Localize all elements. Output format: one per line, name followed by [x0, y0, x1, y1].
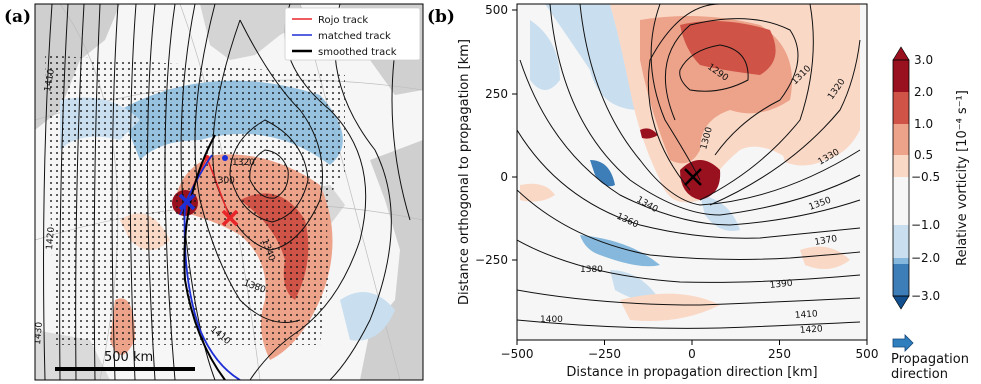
- contours-a: [43, 4, 411, 380]
- contour-label-a4: 1320: [232, 158, 255, 168]
- land-mass-n: [200, 4, 310, 60]
- legend-item-smoothed: smoothed track: [318, 47, 397, 58]
- cbar-tick-7: −2.0: [911, 251, 940, 265]
- vort-negative-se: [340, 292, 395, 341]
- contour-label-a5: 1300: [212, 176, 235, 186]
- propagation-label-line2: direction: [891, 367, 948, 382]
- vort-b-neg-3: [590, 160, 615, 187]
- legend-item-matched: matched track: [318, 31, 391, 42]
- vort-b-pos-w2: [780, 144, 825, 166]
- contour-label-b12: 1400: [540, 315, 563, 325]
- contour-label-b11: 1390: [769, 279, 793, 291]
- vort-b-pos-w1: [520, 183, 555, 202]
- contour-label-b13: 1410: [795, 309, 819, 321]
- y-tick-3: 0: [500, 170, 508, 184]
- y-tick-1: 500: [485, 3, 508, 17]
- vort-b-pos-w3: [620, 293, 720, 321]
- rojo-track-segment: [206, 157, 231, 219]
- x-axis-label: Distance in propagation direction [km]: [566, 365, 817, 380]
- vort-b-neg-1: [530, 20, 560, 90]
- center-x-marker: [684, 168, 702, 186]
- legend-a: Rojo track matched track smoothed track: [284, 7, 421, 61]
- map-panel-a: 1410 1420 1430 1320 1300 1340 1380 1410 …: [33, 4, 423, 380]
- panel-b-tick-marks: [512, 9, 868, 345]
- land-mass-e: [360, 140, 423, 380]
- stipple-region: [45, 55, 345, 345]
- cbar-tick-2: 2.0: [914, 85, 933, 99]
- contour-label-b9: 1370: [814, 234, 839, 248]
- cbar-tick-4: 0.5: [914, 148, 933, 162]
- y-axis-label: Distance orthogonal to propagation [km]: [457, 39, 472, 305]
- matched-track-start: [222, 155, 228, 161]
- vort-b-neg-4: [580, 235, 660, 267]
- contours-b: [517, 4, 861, 329]
- x-tick-2: −250: [588, 347, 621, 361]
- vort-b-pos-spot: [640, 128, 658, 139]
- contour-label-b14: 1420: [800, 324, 824, 336]
- cbar-tick-3: 1.0: [914, 117, 933, 131]
- propagation-arrow-icon: [892, 334, 914, 352]
- colorbar: [892, 46, 910, 310]
- panel-a-frame: [34, 3, 424, 381]
- matched-track-end-marker: [178, 193, 196, 211]
- x-tick-5: 500: [856, 347, 879, 361]
- scale-bar-label: 500 km: [104, 350, 153, 365]
- plot-panel-b: 1290 1310 1320 1300 1330 1340 1350 1360 …: [517, 4, 867, 340]
- vort-b-neg-6: [610, 270, 660, 302]
- rojo-track-end-marker: [221, 209, 239, 227]
- propagation-label-line1: Propagation: [891, 352, 969, 367]
- cbar-tick-5: −0.5: [911, 170, 940, 184]
- x-tick-1: −500: [501, 347, 534, 361]
- x-tick-3: 0: [688, 347, 696, 361]
- y-tick-4: −250: [475, 253, 508, 267]
- vort-b-pos-strong: [680, 21, 776, 75]
- vort-b-pos-w4: [800, 246, 850, 269]
- contour-label-a2: 1420: [45, 226, 57, 250]
- x-tick-4: 250: [768, 347, 791, 361]
- cbar-tick-6: −1.0: [911, 218, 940, 232]
- contour-label-a3: 1430: [33, 321, 45, 345]
- legend-item-rojo: Rojo track: [318, 15, 368, 26]
- cbar-tick-8: −3.0: [911, 289, 940, 303]
- y-tick-2: 250: [485, 87, 508, 101]
- vort-b-neg-2: [545, 4, 640, 110]
- smoothed-track-line: [183, 134, 226, 380]
- colorbar-label: Relative vorticity [10⁻⁴ s⁻¹]: [955, 90, 970, 266]
- cbar-tick-1: 3.0: [914, 53, 933, 67]
- contour-label-a1: 1410: [43, 68, 57, 93]
- panel-b-label: (b): [427, 7, 455, 27]
- contour-label-b10: 1380: [580, 265, 603, 275]
- vort-b-core: [680, 160, 721, 200]
- panel-a-label: (a): [4, 7, 31, 27]
